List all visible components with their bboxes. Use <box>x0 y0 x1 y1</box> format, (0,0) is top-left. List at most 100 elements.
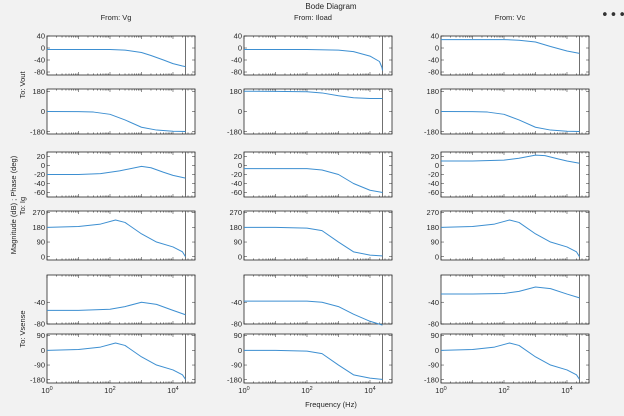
y-tick-label: 180 <box>426 87 439 96</box>
y-tick-label: 90 <box>37 331 45 340</box>
y-tick-label: -80 <box>231 320 242 329</box>
y-tick-label: -40 <box>34 56 45 65</box>
row-title: To: Ig <box>18 197 27 215</box>
bode-panel: 40 0 -40 -80 <box>34 32 196 77</box>
y-tick-label: -40 <box>34 179 45 188</box>
y-tick-label: -20 <box>231 170 242 179</box>
y-tick-label: 180 <box>32 223 45 232</box>
y-tick-label: 0 <box>238 161 242 170</box>
y-tick-label: 0 <box>238 107 242 116</box>
y-tick-label: -40 <box>428 179 439 188</box>
plot-area <box>46 35 196 76</box>
y-tick-label: -60 <box>34 188 45 197</box>
response-curve <box>244 226 383 257</box>
y-axis-label: Magnitude (dB) ; Phase (deg) <box>9 155 18 254</box>
y-tick-label: -80 <box>231 68 242 77</box>
y-tick-label: 0 <box>435 107 439 116</box>
bode-panel: 40 0 -40 -80 <box>428 32 590 77</box>
y-tick-label: 40 <box>234 32 242 41</box>
y-tick-label: -180 <box>424 127 439 136</box>
x-tick-label: 100 <box>435 386 446 395</box>
response-curve <box>244 300 383 326</box>
response-curve <box>47 301 186 316</box>
y-tick-label: 20 <box>431 152 439 161</box>
y-tick-label: 20 <box>234 152 242 161</box>
y-tick-label: -20 <box>34 170 45 179</box>
y-tick-label: 0 <box>435 44 439 53</box>
bode-panel: 270 180 90 0 <box>229 208 393 261</box>
x-tick-label: 102 <box>301 386 312 395</box>
y-tick-label: -40 <box>231 56 242 65</box>
plot-area <box>46 210 196 261</box>
x-tick-label: 104 <box>167 386 178 395</box>
bode-panel: 90 0 -90 -180 <box>227 331 393 384</box>
y-tick-label: 0 <box>41 161 45 170</box>
plot-area <box>243 35 393 76</box>
y-tick-label: -40 <box>428 56 439 65</box>
response-curve <box>440 342 580 380</box>
y-tick-label: -80 <box>34 68 45 77</box>
y-tick-label: 20 <box>37 152 45 161</box>
y-tick-label: 180 <box>426 223 439 232</box>
response-curve <box>440 219 580 257</box>
row-title: To: Vout <box>18 71 27 99</box>
bode-panel: 180 0 -180 <box>227 87 393 136</box>
bode-panel: 40 0 -40 -80 <box>231 32 393 77</box>
y-tick-label: 0 <box>41 346 45 355</box>
bode-panel: 180 0 -180 <box>424 87 590 136</box>
more-options-icon[interactable]: ••• <box>601 8 624 23</box>
y-tick-label: 270 <box>426 208 439 217</box>
response-curve <box>243 90 383 100</box>
response-curve <box>244 168 383 193</box>
y-tick-label: 180 <box>229 87 242 96</box>
y-tick-label: 90 <box>234 331 242 340</box>
row-title: To: Vsense <box>18 310 27 347</box>
y-tick-label: 0 <box>238 44 242 53</box>
x-tick-label: 100 <box>41 386 52 395</box>
y-tick-label: 40 <box>431 32 439 41</box>
x-tick-label: 104 <box>561 386 572 395</box>
plot-area <box>440 274 590 325</box>
bode-panel: 180 0 -180 <box>30 87 196 136</box>
y-tick-label: -60 <box>428 188 439 197</box>
response-curve <box>46 111 186 133</box>
y-tick-label: 0 <box>238 252 242 261</box>
y-tick-label: -80 <box>428 68 439 77</box>
y-tick-label: 0 <box>41 44 45 53</box>
y-tick-label: -40 <box>231 179 242 188</box>
response-curve <box>47 49 186 68</box>
plot-area <box>440 151 590 198</box>
y-tick-label: -90 <box>34 361 45 370</box>
column-title: From: Iload <box>294 13 332 22</box>
response-curve <box>47 165 186 179</box>
y-tick-label: 0 <box>41 107 45 116</box>
plot-area <box>243 210 393 261</box>
response-curve <box>244 349 383 380</box>
y-tick-label: 0 <box>435 252 439 261</box>
y-tick-label: -60 <box>231 188 242 197</box>
plot-area <box>243 88 393 135</box>
y-tick-label: -180 <box>227 127 242 136</box>
y-tick-label: 90 <box>37 238 45 247</box>
plot-area <box>440 210 590 261</box>
y-tick-label: -180 <box>227 375 242 384</box>
figure-title: Bode Diagram <box>305 2 356 11</box>
response-curve <box>440 111 580 133</box>
y-tick-label: 180 <box>229 223 242 232</box>
y-tick-label: -40 <box>231 298 242 307</box>
bode-panel: 270 180 90 0 <box>32 208 196 261</box>
bode-panel: 90 0 -90 -180 <box>424 331 590 384</box>
bode-panel: 200-20-40-60 <box>34 151 196 198</box>
y-tick-label: -180 <box>30 375 45 384</box>
response-curve <box>46 219 186 257</box>
plot-area <box>440 333 590 384</box>
bode-panel: 270 180 90 0 <box>426 208 590 261</box>
response-curve <box>441 154 580 164</box>
plot-area <box>243 333 393 384</box>
y-tick-label: -80 <box>34 320 45 329</box>
x-tick-label: 100 <box>238 386 249 395</box>
y-tick-label: -180 <box>30 127 45 136</box>
y-tick-label: 180 <box>32 87 45 96</box>
response-curve <box>441 286 580 299</box>
y-tick-label: -80 <box>428 320 439 329</box>
